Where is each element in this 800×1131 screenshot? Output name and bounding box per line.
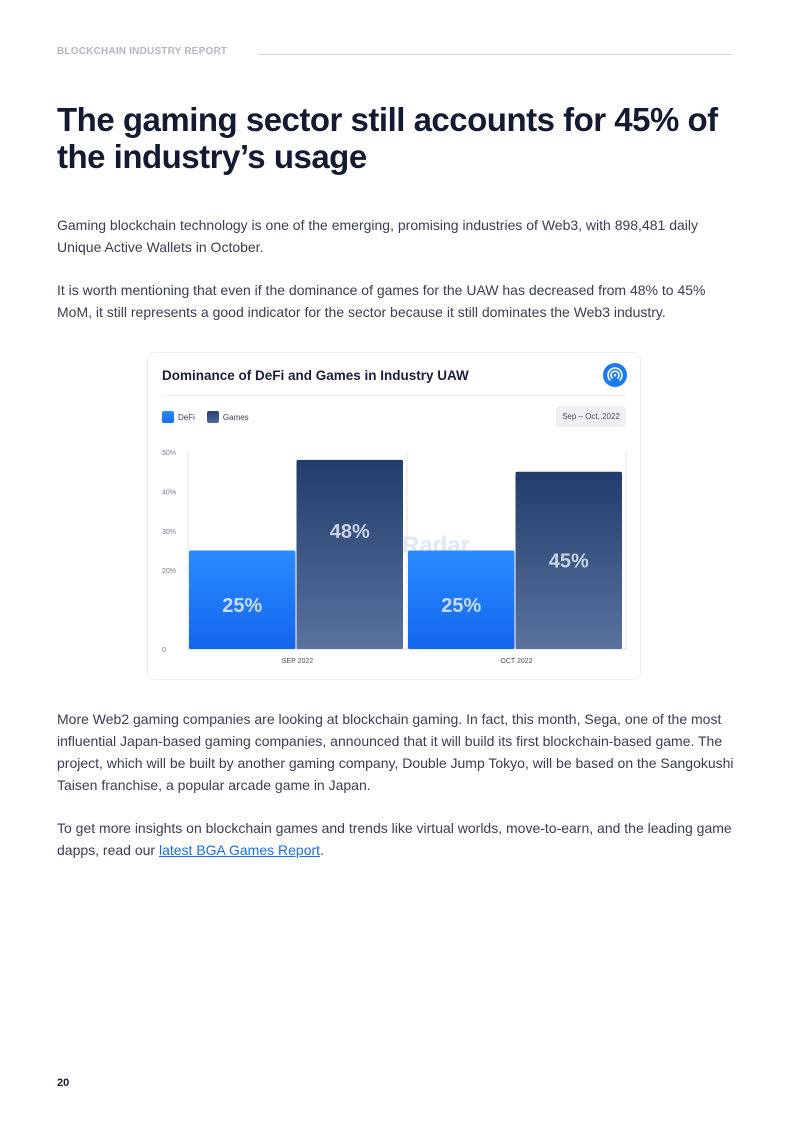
y-tick-label: 20%: [162, 568, 176, 575]
legend-swatch-games: [206, 411, 219, 423]
date-range-badge: Sep – Oct, 2022: [556, 406, 626, 427]
bar-defi-2: [408, 550, 515, 649]
data-label-games-2: 45%: [549, 551, 589, 573]
report-header-label: BLOCKCHAIN INDUSTRY REPORT: [57, 46, 228, 57]
chart-legend: DeFi Games: [162, 410, 261, 424]
legend-item-defi: DeFi: [162, 411, 195, 423]
x-tick-label: SEP 2022: [282, 658, 314, 665]
insights-text: To get more insights on blockchain games…: [57, 820, 732, 858]
legend-label-games: Games: [222, 412, 249, 422]
y-tick-label: 0: [162, 647, 166, 654]
chart-title: Dominance of DeFi and Games in Industry …: [162, 368, 469, 383]
page-number: 20: [57, 1077, 70, 1089]
bar-games-1: [296, 459, 403, 649]
bar-defi-1: [189, 550, 296, 649]
data-label-games-1: 48%: [330, 521, 370, 543]
bar-games-2: [515, 471, 622, 649]
bga-games-report-link[interactable]: latest BGA Games Report: [158, 842, 321, 858]
header-divider: [258, 54, 732, 55]
legend-label-defi: DeFi: [178, 412, 195, 422]
bar-chart: DappRadar 020%30%40%50%25%48%SEP 202225%…: [162, 450, 627, 665]
x-tick-label: OCT 2022: [500, 658, 532, 665]
data-label-defi-1: 25%: [222, 595, 262, 617]
data-label-defi-2: 25%: [441, 595, 481, 617]
y-tick-label: 40%: [162, 489, 176, 496]
report-header: BLOCKCHAIN INDUSTRY REPORT: [57, 46, 732, 60]
y-tick-label: 50%: [162, 450, 176, 457]
legend-swatch-defi: [162, 411, 174, 423]
chart-header-divider: [162, 395, 626, 396]
insights-text-end: .: [320, 842, 324, 858]
dominance-paragraph: It is worth mentioning that even if the …: [57, 282, 706, 320]
insights-paragraph: To get more insights on blockchain games…: [57, 817, 737, 861]
intro-paragraph: Gaming blockchain technology is one of t…: [57, 217, 698, 255]
legend-item-games: Games: [206, 411, 249, 423]
dappradar-logo-icon: [603, 363, 627, 387]
y-tick-label: 30%: [162, 529, 176, 536]
chart-card: Dominance of DeFi and Games in Industry …: [147, 352, 641, 680]
web2-gaming-paragraph: More Web2 gaming companies are looking a…: [57, 711, 734, 793]
page-title: The gaming sector still accounts for 45%…: [57, 101, 718, 175]
